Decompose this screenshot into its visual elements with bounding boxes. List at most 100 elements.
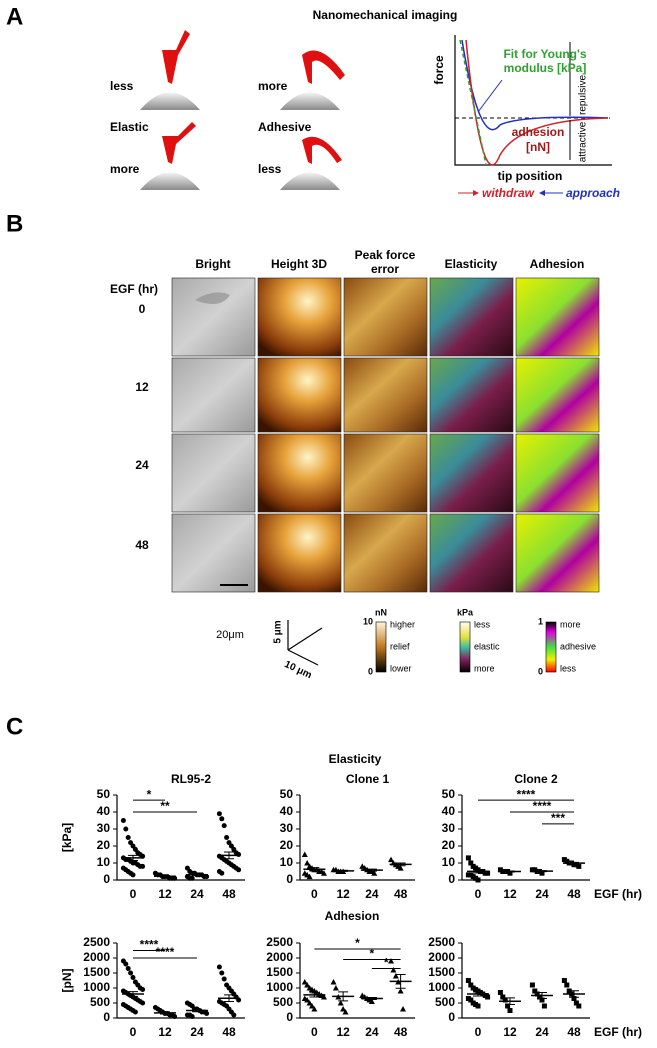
significance-label: **** bbox=[533, 799, 552, 813]
x-tick-label: 0 bbox=[475, 1025, 482, 1039]
x-tick-label: 24 bbox=[365, 1025, 379, 1039]
image-cell bbox=[343, 513, 428, 593]
data-point bbox=[216, 811, 222, 817]
y-tick-label: 2000 bbox=[428, 950, 455, 964]
data-point bbox=[573, 1000, 579, 1006]
error-bar bbox=[569, 861, 579, 865]
y-tick-label: 0 bbox=[103, 1010, 110, 1024]
data-point bbox=[308, 1003, 315, 1009]
illustrations bbox=[140, 30, 345, 190]
data-point bbox=[140, 987, 146, 992]
y-tick-label: 500 bbox=[273, 995, 293, 1009]
colorbar-label: adhesive bbox=[560, 641, 596, 651]
x-tick-label: 12 bbox=[503, 1025, 517, 1039]
data-point bbox=[371, 870, 378, 876]
data-point bbox=[304, 997, 311, 1003]
colorbar-min: 0 bbox=[538, 666, 543, 676]
scale-bar-label: 20μm bbox=[216, 629, 244, 641]
data-point bbox=[576, 1003, 582, 1009]
annotation: Fit for Young's bbox=[503, 47, 586, 61]
data-point bbox=[468, 860, 474, 866]
x-tick-label: 24 bbox=[535, 887, 549, 901]
axis-label: tip position bbox=[498, 169, 563, 183]
image-cell bbox=[429, 513, 514, 593]
data-point bbox=[485, 994, 491, 1000]
significance-label: **** bbox=[517, 787, 536, 801]
y-tick-label: 2000 bbox=[83, 950, 110, 964]
error-bar bbox=[366, 996, 377, 1001]
image-cell bbox=[429, 357, 514, 433]
error-bar bbox=[366, 868, 377, 872]
data-point bbox=[502, 997, 508, 1003]
label: Adhesive bbox=[258, 120, 312, 134]
data-point bbox=[130, 872, 136, 878]
data-point bbox=[221, 823, 227, 829]
y-axis-label: [kPa] bbox=[60, 823, 74, 852]
x-axis-label: EGF (hr) bbox=[594, 1025, 642, 1039]
panel-label: B bbox=[6, 210, 23, 237]
image-cell bbox=[343, 277, 428, 357]
y-tick-label: 10 bbox=[442, 855, 456, 869]
data-point bbox=[532, 988, 538, 994]
data-point bbox=[576, 863, 582, 869]
data-point bbox=[368, 998, 375, 1004]
x-tick-label: 24 bbox=[190, 1025, 204, 1039]
y-tick-label: 30 bbox=[97, 821, 111, 835]
colorbar bbox=[459, 621, 471, 673]
data-point bbox=[397, 865, 404, 871]
data-point bbox=[306, 873, 313, 880]
colorbar-unit: kPa bbox=[457, 607, 474, 617]
error-bar bbox=[128, 991, 138, 997]
panel-label: C bbox=[6, 713, 23, 740]
y-tick-label: 0 bbox=[103, 872, 110, 886]
y-tick-label: 500 bbox=[435, 995, 455, 1009]
data-point bbox=[342, 1009, 349, 1015]
error-bar bbox=[395, 862, 406, 867]
significance-label: **** bbox=[156, 945, 175, 959]
error-bar bbox=[338, 991, 349, 1002]
y-tick-label: 50 bbox=[442, 787, 456, 801]
data-point bbox=[128, 970, 134, 976]
colorbar-label: lower bbox=[390, 663, 412, 673]
error-bar bbox=[128, 854, 138, 861]
x-tick-label: 12 bbox=[503, 887, 517, 901]
annotation: attractive bbox=[578, 121, 589, 162]
x-tick-label: 0 bbox=[311, 1025, 318, 1039]
column-header: Bright bbox=[195, 257, 230, 271]
y-tick-label: 500 bbox=[90, 995, 110, 1009]
y-tick-label: 40 bbox=[97, 804, 111, 818]
data-point bbox=[468, 997, 474, 1003]
chart-title: RL95-2 bbox=[171, 772, 211, 786]
x-tick-label: 24 bbox=[365, 887, 379, 901]
legend-label: approach bbox=[566, 186, 620, 200]
label: less bbox=[110, 79, 134, 93]
data-point bbox=[219, 970, 225, 976]
colorbar-min: 0 bbox=[368, 666, 373, 676]
y-tick-label: 20 bbox=[97, 838, 111, 852]
cell bbox=[195, 292, 230, 304]
data-point bbox=[497, 990, 503, 995]
panel-title: Nanomechanical imaging bbox=[313, 8, 458, 22]
data-point bbox=[534, 991, 540, 997]
x-tick-label: 48 bbox=[567, 887, 581, 901]
annotation: [nN] bbox=[526, 140, 550, 154]
data-point bbox=[564, 982, 570, 988]
image-cell bbox=[515, 357, 600, 433]
error-bar bbox=[224, 994, 234, 1002]
image-cell bbox=[429, 433, 514, 513]
y-tick-label: 1500 bbox=[428, 965, 455, 979]
x-tick-label: 0 bbox=[130, 887, 137, 901]
x-tick-label: 48 bbox=[222, 887, 236, 901]
label: less bbox=[258, 162, 282, 176]
colorbar-label: relief bbox=[390, 641, 410, 651]
axes-3d bbox=[287, 620, 323, 666]
data-point bbox=[507, 1008, 513, 1013]
data-point bbox=[189, 1014, 195, 1019]
significance-label: **** bbox=[140, 938, 159, 952]
annotation: modulus [kPa] bbox=[504, 61, 587, 75]
colorbar-label: more bbox=[560, 619, 581, 629]
data-point bbox=[304, 860, 311, 866]
image-cell bbox=[171, 513, 256, 593]
data-point bbox=[231, 1012, 237, 1018]
error-bar bbox=[192, 873, 202, 877]
